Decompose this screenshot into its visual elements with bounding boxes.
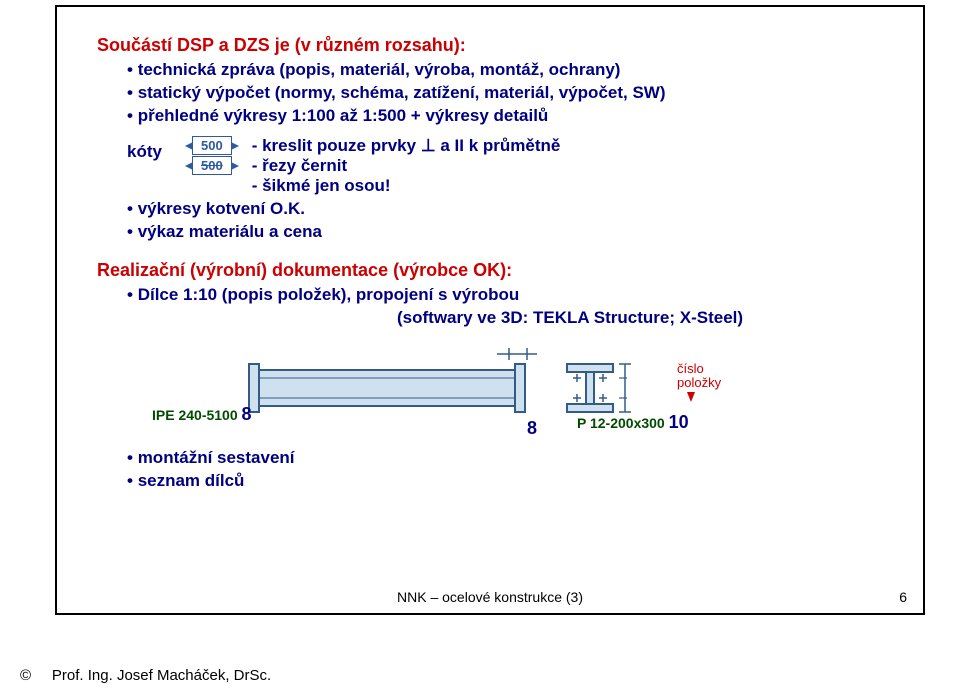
dim-box-bottom: 500 bbox=[192, 156, 232, 175]
section-title-1: Součástí DSP a DZS je (v různém rozsahu)… bbox=[97, 35, 893, 56]
koty-row: kóty 500 500 - kreslit pouze prvky ⊥ a I… bbox=[127, 136, 893, 196]
section-title-2: Realizační (výrobní) dokumentace (výrobc… bbox=[97, 260, 893, 281]
bullet-5: výkaz materiálu a cena bbox=[127, 222, 893, 242]
ipe-num: 8 bbox=[242, 404, 252, 424]
plate-num: 10 bbox=[669, 412, 689, 432]
cislo-line-1: položky bbox=[677, 375, 721, 390]
bullet-4: výkresy kotvení O.K. bbox=[127, 199, 893, 219]
koty-note-2: - šikmé jen osou! bbox=[252, 176, 561, 196]
cislo-label: číslo položky bbox=[677, 362, 721, 391]
bullet-4-text: výkresy kotvení O.K. bbox=[138, 199, 305, 218]
bullet-1-text: technická zpráva (popis, materiál, výrob… bbox=[138, 60, 621, 79]
bullet-8: seznam dílců bbox=[127, 471, 893, 491]
bullet-6-text: Dílce 1:10 (popis položek), propojení s … bbox=[138, 285, 520, 304]
arrow-left-icon bbox=[185, 162, 193, 170]
koty-note-1: - řezy černit bbox=[252, 156, 561, 176]
bullet-2: statický výpočet (normy, schéma, zatížen… bbox=[127, 83, 893, 103]
bullet-3: přehledné výkresy 1:100 až 1:500 + výkre… bbox=[127, 106, 893, 126]
bullet-3-text: přehledné výkresy 1:100 až 1:500 + výkre… bbox=[138, 106, 549, 125]
plate-text: P 12-200x300 bbox=[577, 415, 665, 431]
dim-stack: 500 500 bbox=[192, 136, 232, 175]
cislo-line-0: číslo bbox=[677, 361, 704, 376]
author-line: © Prof. Ing. Josef Macháček, DrSc. bbox=[20, 667, 271, 684]
down-arrow-icon bbox=[687, 392, 695, 402]
koty-notes: - kreslit pouze prvky ⊥ a II k průmětně … bbox=[252, 136, 561, 196]
arrow-right-icon bbox=[231, 142, 239, 150]
bullet-6b-text: (softwary ve 3D: TEKLA Structure; X-Stee… bbox=[397, 308, 743, 327]
koty-note-0: - kreslit pouze prvky ⊥ a II k průmětně bbox=[252, 136, 561, 156]
ipe-label: IPE 240-5100 8 bbox=[152, 404, 252, 425]
bullet-6b: (softwary ve 3D: TEKLA Structure; X-Stee… bbox=[397, 308, 893, 328]
page: Součástí DSP a DZS je (v různém rozsahu)… bbox=[0, 0, 960, 692]
bullet-1: technická zpráva (popis, materiál, výrob… bbox=[127, 60, 893, 80]
author-text: Prof. Ing. Josef Macháček, DrSc. bbox=[52, 667, 271, 684]
dim-box-top: 500 bbox=[192, 136, 232, 155]
dim-value-1: 500 bbox=[201, 158, 223, 173]
copyright-icon: © bbox=[20, 667, 31, 684]
sketch-svg bbox=[157, 334, 697, 454]
koty-label: kóty bbox=[127, 136, 192, 162]
arrow-left-icon bbox=[185, 142, 193, 150]
dim-value-0: 500 bbox=[201, 138, 223, 153]
bullet-8-text: seznam dílců bbox=[138, 471, 245, 490]
plate-label: P 12-200x300 10 bbox=[577, 412, 689, 433]
slide-frame: Součástí DSP a DZS je (v různém rozsahu)… bbox=[55, 5, 925, 615]
item-diagram: IPE 240-5100 8 8 P 12-200x300 10 číslo p… bbox=[157, 334, 697, 444]
bullet-2-text: statický výpočet (normy, schéma, zatížen… bbox=[138, 83, 666, 102]
center-8: 8 bbox=[527, 418, 537, 439]
bullet-5-text: výkaz materiálu a cena bbox=[138, 222, 322, 241]
ipe-text: IPE 240-5100 bbox=[152, 407, 238, 423]
footer-page: 6 bbox=[899, 589, 907, 605]
footer-center: NNK – ocelové konstrukce (3) bbox=[397, 589, 583, 605]
bullet-6: Dílce 1:10 (popis položek), propojení s … bbox=[127, 285, 893, 305]
arrow-right-icon bbox=[231, 162, 239, 170]
